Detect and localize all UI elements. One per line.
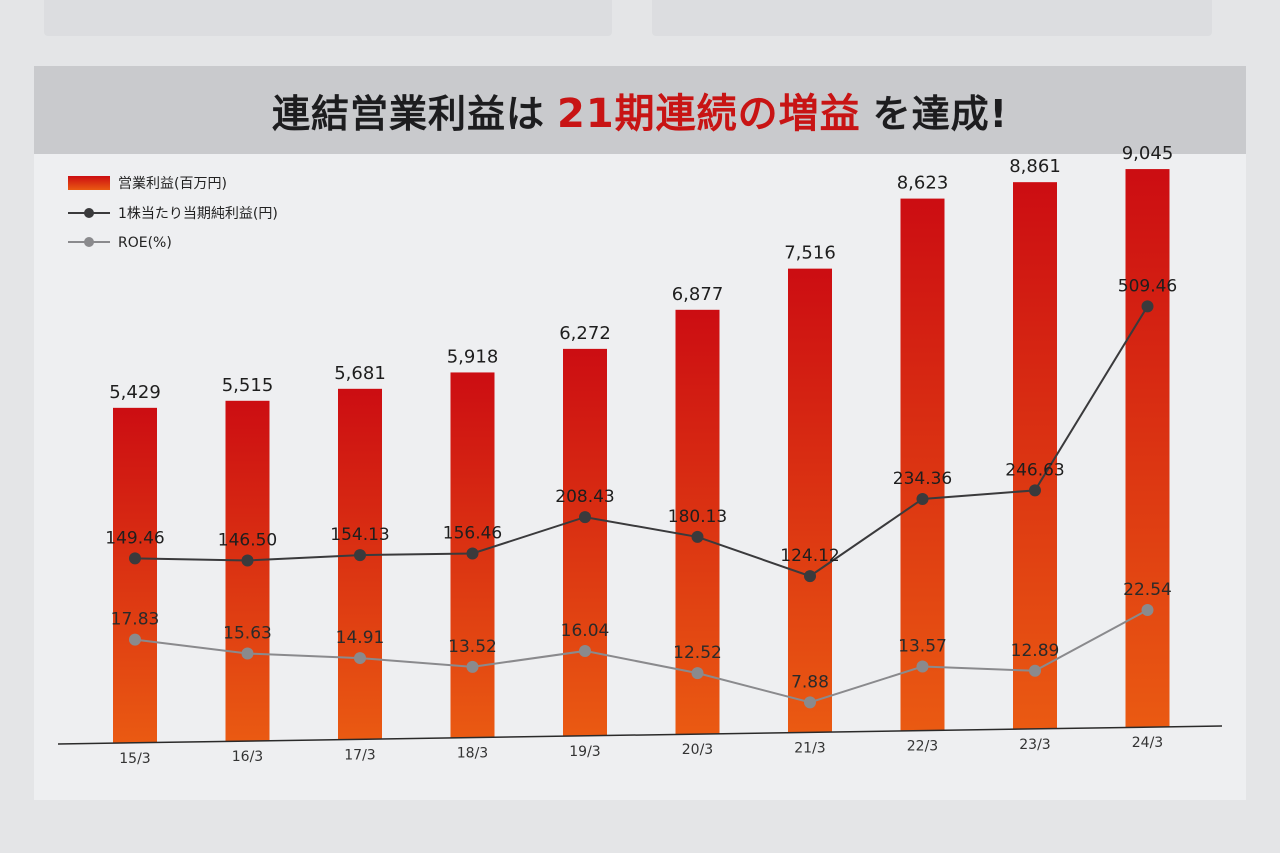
eps-line <box>134 305 1149 578</box>
eps-point <box>916 492 929 505</box>
top-card-right <box>652 0 1212 36</box>
eps-value-label: 246.63 <box>1005 460 1064 480</box>
eps-point <box>129 552 141 565</box>
roe-value-label: 22.54 <box>1123 580 1172 600</box>
bar-15-3 <box>113 407 157 743</box>
bar-23-3 <box>1013 182 1057 729</box>
eps-point <box>354 549 366 562</box>
legend-label-roe: ROE(%) <box>118 235 172 251</box>
roe-line <box>134 609 1148 704</box>
eps-point <box>691 530 704 543</box>
bar-value-label: 9,045 <box>1122 143 1174 164</box>
eps-value-label: 234.36 <box>893 469 952 489</box>
x-tick-label: 20/3 <box>682 742 713 758</box>
eps-value-label: 180.13 <box>668 507 727 527</box>
title-part1: 連結営業利益は <box>271 91 545 136</box>
eps-value-label: 509.46 <box>1118 276 1177 296</box>
eps-value-label: 208.43 <box>555 487 614 507</box>
roe-series: 17.83 15.63 14.91 13.52 16.04 12.52 7.88 13.57 1… <box>111 580 1172 709</box>
bar-17-3 <box>338 388 382 740</box>
roe-point <box>691 667 704 680</box>
bar-20-3 <box>675 309 720 735</box>
x-tick-label: 17/3 <box>344 747 375 763</box>
roe-value-label: 13.57 <box>898 637 947 657</box>
x-tick-label: 23/3 <box>1019 737 1050 753</box>
eps-point <box>241 554 254 567</box>
bar-value-label: 8,861 <box>1009 156 1061 177</box>
chart-title: 連結営業利益は 21期連続の増益 を達成! <box>34 66 1246 154</box>
roe-value-label: 12.89 <box>1011 641 1060 661</box>
x-tick-label: 19/3 <box>569 744 600 760</box>
x-tick-label: 18/3 <box>457 746 488 762</box>
eps-point <box>804 570 816 583</box>
bar-16-3 <box>225 400 270 742</box>
bar-24-3 <box>1125 169 1170 728</box>
top-card-left <box>44 0 612 36</box>
bar-21-3 <box>788 268 832 733</box>
bar-value-label: 5,429 <box>109 382 161 403</box>
title-highlight: 21期連続の増益 <box>557 91 861 137</box>
bars-group: 5,429 5,515 5,681 5,918 6,272 6,877 7,516 8,623… <box>109 143 1173 743</box>
header-band <box>34 66 1246 154</box>
legend-eps-swatch-dot <box>84 208 94 218</box>
roe-value-label: 15.63 <box>223 624 272 644</box>
eps-value-label: 146.50 <box>218 530 277 550</box>
roe-point <box>129 633 141 646</box>
bar-value-label: 5,918 <box>447 346 499 367</box>
roe-point <box>354 652 366 665</box>
title-part2: を達成! <box>872 91 1009 136</box>
x-tick-label: 22/3 <box>907 739 938 755</box>
x-tick-labels: 15/3 16/3 17/3 18/3 19/3 20/3 21/3 22/3 23/3 24/3 <box>119 735 1163 767</box>
roe-value-label: 12.52 <box>673 643 722 663</box>
eps-series: 149.46 146.50 154.13 156.46 208.43 180.13 124.… <box>105 276 1177 583</box>
x-tick-label: 24/3 <box>1132 735 1163 751</box>
roe-value-label: 13.52 <box>448 637 497 657</box>
eps-value-label: 156.46 <box>443 523 502 543</box>
eps-value-label: 149.46 <box>105 528 164 548</box>
eps-point <box>579 511 591 524</box>
legend: 営業利益(百万円) 1株当たり当期純利益(円) ROE(%) <box>68 176 278 251</box>
roe-point <box>1141 603 1154 616</box>
x-tick-label: 15/3 <box>119 751 150 767</box>
bar-value-label: 7,516 <box>784 243 836 264</box>
roe-point <box>579 644 591 657</box>
legend-roe-swatch-dot <box>84 237 94 247</box>
legend-label-operating-profit: 営業利益(百万円) <box>118 176 227 192</box>
bar-19-3 <box>563 348 607 736</box>
roe-value-label: 16.04 <box>561 621 610 641</box>
roe-value-label: 14.91 <box>336 628 385 648</box>
bar-value-label: 5,681 <box>334 363 386 384</box>
bar-value-label: 8,623 <box>897 173 949 194</box>
bar-value-label: 6,272 <box>559 323 611 344</box>
eps-point <box>1029 484 1041 497</box>
roe-point <box>1029 664 1041 677</box>
roe-point <box>241 647 254 660</box>
x-tick-label: 21/3 <box>794 740 825 756</box>
roe-value-label: 17.83 <box>111 610 160 630</box>
x-axis-line <box>57 725 1223 745</box>
roe-point <box>804 696 816 709</box>
legend-label-eps: 1株当たり当期純利益(円) <box>118 206 278 222</box>
x-tick-label: 16/3 <box>232 749 263 765</box>
eps-value-label: 154.13 <box>330 525 389 545</box>
roe-point <box>466 660 479 673</box>
roe-value-label: 7.88 <box>791 672 829 692</box>
legend-bar-swatch <box>68 176 110 190</box>
bar-value-label: 5,515 <box>222 375 274 396</box>
eps-point <box>1141 300 1154 313</box>
eps-point <box>466 547 479 560</box>
eps-value-label: 124.12 <box>780 546 839 566</box>
bar-value-label: 6,877 <box>672 284 724 305</box>
bar-22-3 <box>900 198 945 731</box>
roe-point <box>916 660 929 673</box>
